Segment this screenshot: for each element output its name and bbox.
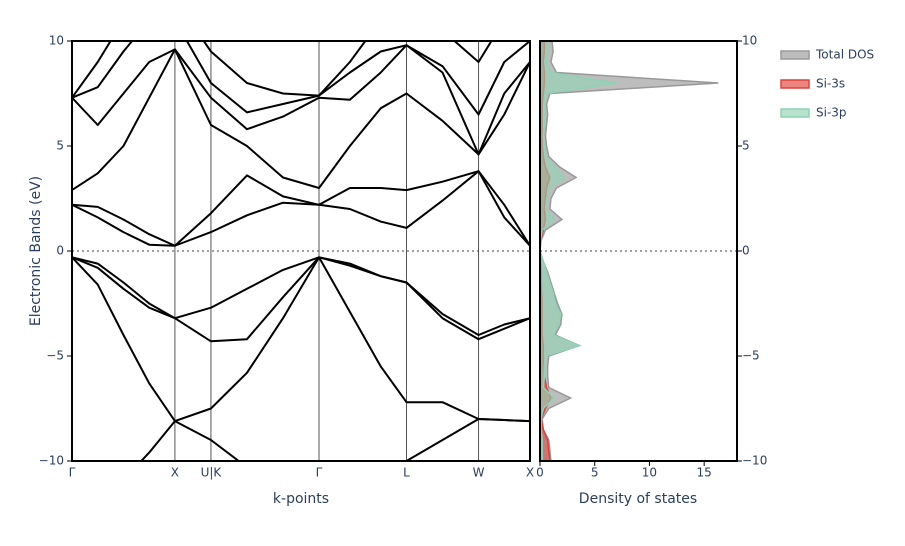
band-line bbox=[72, 41, 530, 99]
band-line bbox=[72, 48, 530, 191]
bands bbox=[72, 41, 530, 461]
x-tick-label: X bbox=[171, 466, 179, 480]
y-tick-label: −5 bbox=[46, 349, 64, 363]
legend-label: Si-3p bbox=[816, 106, 847, 120]
x-tick-label: U|K bbox=[201, 466, 223, 480]
band-panel: Γ X U|K Γ L W X 10 5 0 −5 −10 bbox=[39, 34, 534, 480]
x-tick-label: Γ bbox=[69, 466, 76, 480]
legend-swatch bbox=[780, 108, 810, 118]
band-line bbox=[72, 170, 530, 247]
band-line bbox=[72, 256, 530, 343]
y-tick-label: −5 bbox=[742, 349, 760, 363]
y-tick-label: 0 bbox=[56, 244, 64, 258]
x-tick-label: 5 bbox=[591, 466, 599, 480]
x-tick-label: Γ bbox=[316, 466, 323, 480]
plot-frame bbox=[71, 40, 531, 462]
x-axis-title: Density of states bbox=[579, 491, 697, 507]
y-tick-label: 5 bbox=[742, 139, 750, 153]
legend-label: Si-3s bbox=[816, 77, 845, 91]
plot-frame bbox=[539, 40, 738, 462]
y-axis-title: Electronic Bands (eV) bbox=[28, 176, 44, 326]
dos-panel: 0 5 10 15 10 5 0 −5 −10 bbox=[536, 34, 767, 480]
band-line bbox=[72, 170, 530, 247]
band-line bbox=[72, 256, 530, 336]
x-tick-label: 10 bbox=[642, 466, 657, 480]
x-tick-label: X bbox=[526, 466, 534, 480]
band-line bbox=[72, 256, 530, 423]
y-tick-label: −10 bbox=[742, 454, 767, 468]
x-tick-label: W bbox=[473, 466, 485, 480]
x-tick-label: L bbox=[403, 466, 410, 480]
x-tick-label: 15 bbox=[697, 466, 712, 480]
legend-swatch bbox=[780, 79, 810, 89]
y-tick-label: 10 bbox=[742, 34, 757, 48]
band-line bbox=[139, 418, 530, 461]
y-tick-label: 5 bbox=[56, 139, 64, 153]
band-line bbox=[72, 44, 530, 156]
legend: Total DOS Si-3s Si-3p bbox=[780, 48, 874, 120]
x-axis-title: k-points bbox=[273, 491, 329, 507]
y-tick-label: 0 bbox=[742, 244, 750, 258]
legend-swatch bbox=[780, 50, 810, 60]
band-line bbox=[72, 41, 530, 116]
y-tick-label: −10 bbox=[39, 454, 64, 468]
y-tick-label: 10 bbox=[49, 34, 64, 48]
legend-label: Total DOS bbox=[815, 48, 874, 62]
x-tick-label: 0 bbox=[536, 466, 544, 480]
